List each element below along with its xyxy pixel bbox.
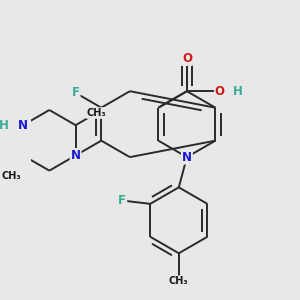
Text: H: H <box>0 119 8 132</box>
Text: N: N <box>18 119 28 132</box>
Text: N: N <box>70 149 81 162</box>
Text: F: F <box>118 194 126 207</box>
Text: CH₃: CH₃ <box>169 276 189 286</box>
Text: O: O <box>215 85 225 98</box>
Text: F: F <box>72 86 80 99</box>
Text: O: O <box>182 52 192 65</box>
Text: CH₃: CH₃ <box>1 172 21 182</box>
Text: CH₃: CH₃ <box>87 108 106 118</box>
Text: O: O <box>182 52 192 65</box>
Text: N: N <box>182 151 192 164</box>
Text: H: H <box>233 85 243 98</box>
